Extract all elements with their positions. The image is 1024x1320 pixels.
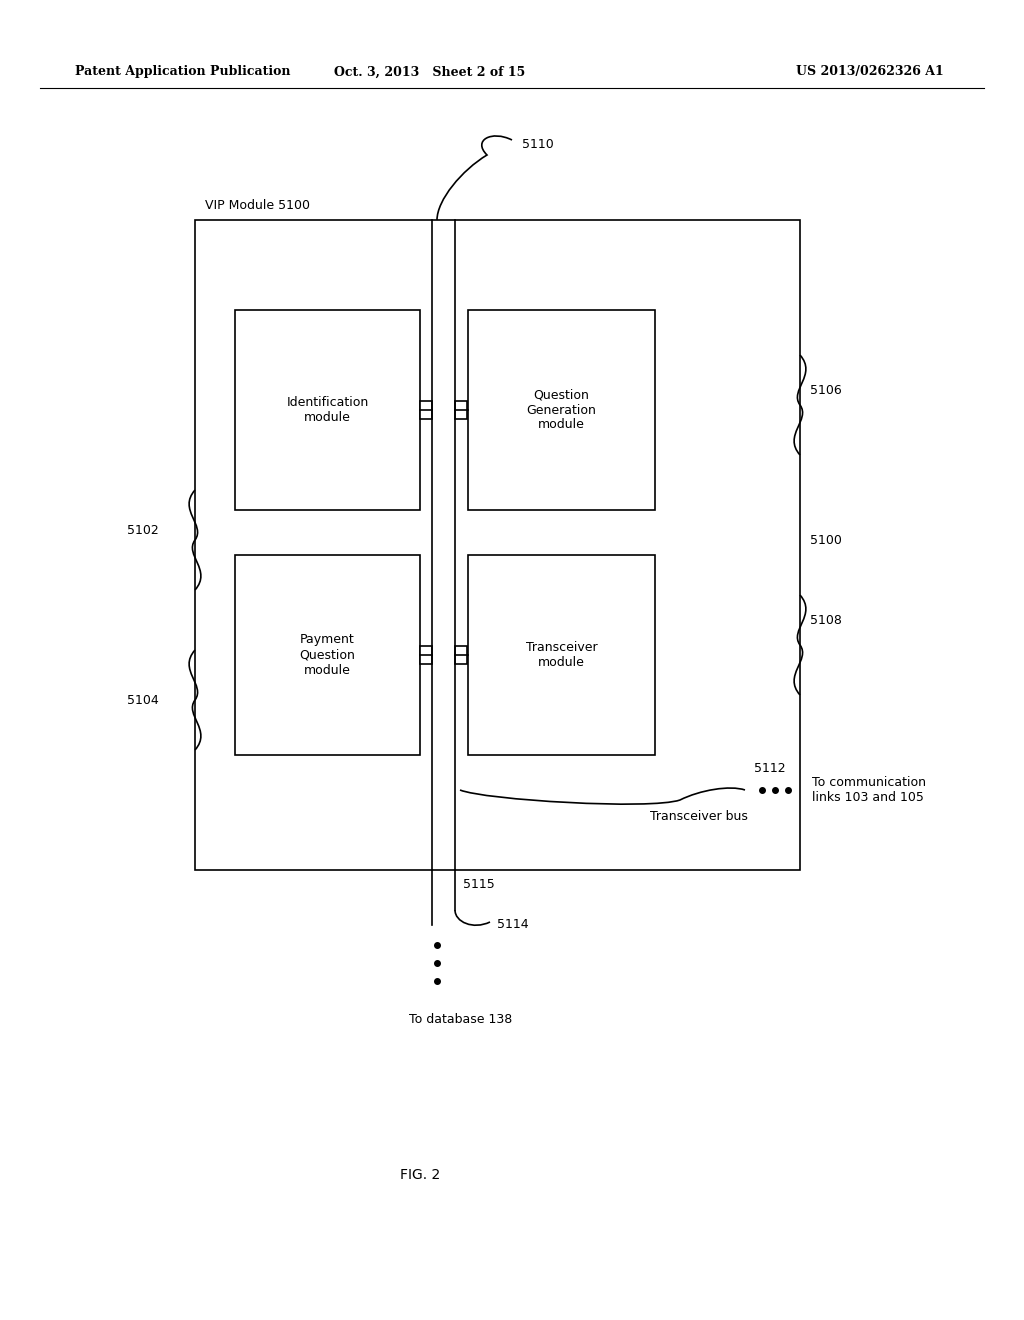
Text: Payment
Question
module: Payment Question module bbox=[300, 634, 355, 676]
Text: Patent Application Publication: Patent Application Publication bbox=[75, 66, 291, 78]
Text: 5114: 5114 bbox=[497, 919, 528, 932]
Bar bbox=[455, 645, 467, 664]
Text: Question
Generation
module: Question Generation module bbox=[526, 388, 596, 432]
Text: 5115: 5115 bbox=[463, 879, 495, 891]
Text: To database 138: To database 138 bbox=[409, 1012, 512, 1026]
Text: 5108: 5108 bbox=[810, 614, 842, 627]
Text: Transceiver bus: Transceiver bus bbox=[650, 810, 748, 822]
Text: 5112: 5112 bbox=[754, 762, 785, 775]
Bar bbox=[195, 220, 800, 870]
Text: Oct. 3, 2013   Sheet 2 of 15: Oct. 3, 2013 Sheet 2 of 15 bbox=[335, 66, 525, 78]
Text: 5110: 5110 bbox=[522, 139, 554, 152]
Bar bbox=[420, 401, 432, 418]
Text: 5106: 5106 bbox=[810, 384, 842, 396]
Bar bbox=[455, 401, 467, 418]
Bar bbox=[468, 554, 655, 755]
Text: 5104: 5104 bbox=[127, 693, 159, 706]
Text: Transceiver
module: Transceiver module bbox=[525, 642, 597, 669]
Text: VIP Module 5100: VIP Module 5100 bbox=[205, 199, 310, 213]
Text: FIG. 2: FIG. 2 bbox=[400, 1168, 440, 1181]
Text: 5102: 5102 bbox=[127, 524, 159, 536]
Text: 5100: 5100 bbox=[810, 533, 842, 546]
Bar bbox=[234, 554, 420, 755]
Text: To communication
links 103 and 105: To communication links 103 and 105 bbox=[812, 776, 926, 804]
Bar bbox=[420, 645, 432, 664]
Text: Identification
module: Identification module bbox=[287, 396, 369, 424]
Bar bbox=[234, 310, 420, 510]
Bar bbox=[468, 310, 655, 510]
Text: US 2013/0262326 A1: US 2013/0262326 A1 bbox=[796, 66, 944, 78]
